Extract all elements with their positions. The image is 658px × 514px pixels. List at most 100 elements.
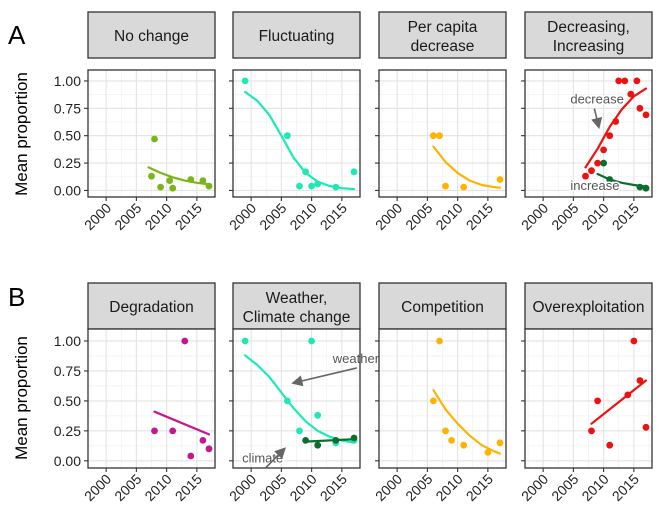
data-point [302, 437, 309, 444]
series-1 [241, 77, 358, 191]
data-point [187, 176, 195, 183]
facet-panel-4: Decreasing, Increasing decrease increase 200… [518, 11, 653, 233]
facet-title-line: Competition [401, 299, 484, 316]
plot-frame [378, 328, 507, 469]
data-point [600, 146, 607, 154]
x-tick-label: 2005 [548, 471, 581, 504]
data-point [600, 159, 607, 167]
x-tick-label: 2000 [518, 200, 551, 233]
data-point [594, 159, 601, 167]
x-tick-label: 2015 [463, 200, 496, 233]
data-point [436, 337, 443, 345]
y-axis-label-row-a: Mean proportion [12, 72, 31, 196]
data-point [169, 427, 177, 435]
data-point [615, 77, 623, 85]
x-tick-label: 2015 [609, 471, 642, 504]
facet-header [378, 11, 507, 59]
data-point [302, 168, 309, 176]
data-point [460, 183, 468, 191]
y-tick-label: 1.00 [54, 73, 81, 89]
annotation-label: climate [242, 450, 283, 465]
fit-line [432, 389, 502, 455]
x-tick-label: 2005 [256, 471, 289, 504]
x-tick-label: 2015 [463, 471, 496, 504]
y-tick-label: 0.75 [54, 100, 81, 116]
data-point [448, 437, 455, 444]
facet-title-line: decrease [411, 38, 475, 55]
series-1 [430, 132, 504, 191]
data-point [308, 182, 315, 190]
x-tick-label: 2000 [226, 200, 259, 233]
data-point [594, 397, 601, 405]
series-1 [430, 337, 504, 456]
data-point [166, 177, 174, 185]
data-point [588, 167, 595, 175]
annotation-arrow [265, 447, 286, 468]
series-2 [594, 159, 650, 192]
x-tick-label: 2005 [111, 200, 144, 233]
plot-frame [232, 328, 361, 469]
series-1 [588, 337, 650, 449]
facet-header [87, 11, 216, 59]
facet-title-line: Decreasing, [547, 19, 630, 36]
data-point [284, 132, 291, 140]
annotation-arrow [591, 108, 603, 130]
facet-title-line: Fluctuating [259, 28, 335, 45]
annotation-arrow [291, 367, 357, 387]
data-point [169, 184, 177, 192]
facet-title-line: Overexploitation [532, 299, 644, 316]
facet-panel-5: Degradation0.000.250.500.751.00200020052… [54, 282, 216, 504]
x-tick-label: 2005 [402, 471, 435, 504]
data-point [588, 427, 595, 435]
fit-line [590, 379, 648, 425]
x-tick-label: 2010 [286, 200, 319, 233]
data-point [460, 441, 468, 449]
data-point [430, 132, 437, 140]
y-tick-label: 0.00 [54, 182, 81, 198]
data-point [484, 449, 492, 456]
y-axis-label-row-b: Mean proportion [12, 336, 31, 460]
data-point [606, 176, 614, 183]
x-tick-label: 2015 [172, 471, 205, 504]
data-point [642, 423, 650, 431]
x-tick-label: 2015 [317, 200, 350, 233]
facet-header [232, 282, 361, 330]
series-1 [151, 337, 213, 460]
series-1 [582, 77, 650, 180]
data-point [642, 111, 650, 119]
data-point [296, 427, 303, 435]
data-point [436, 132, 443, 140]
x-tick-label: 2010 [432, 471, 465, 504]
series-1 [147, 135, 213, 192]
data-point [496, 176, 504, 183]
data-point [606, 132, 614, 140]
data-point [181, 337, 189, 345]
x-tick-label: 2015 [172, 200, 205, 233]
fit-line [147, 166, 211, 186]
data-point [314, 411, 322, 419]
x-tick-label: 2010 [578, 200, 611, 233]
data-point [636, 377, 644, 384]
fit-line [432, 145, 502, 189]
data-point [332, 183, 340, 191]
data-point [594, 182, 601, 190]
data-point [296, 182, 303, 190]
fit-line [304, 438, 356, 443]
data-point [582, 172, 589, 180]
facet-header [524, 11, 653, 59]
annotation-label: weather [332, 351, 380, 366]
data-point [199, 177, 207, 185]
x-tick-label: 2000 [81, 200, 114, 233]
series-2 [302, 434, 358, 449]
data-point [636, 104, 644, 112]
facet-title-line: No change [114, 28, 189, 45]
data-point [205, 445, 213, 453]
data-point [350, 434, 358, 442]
data-point [205, 182, 213, 190]
plot-frame [524, 69, 653, 198]
plot-frame [524, 328, 653, 469]
data-point [621, 77, 629, 85]
data-point [612, 118, 620, 125]
